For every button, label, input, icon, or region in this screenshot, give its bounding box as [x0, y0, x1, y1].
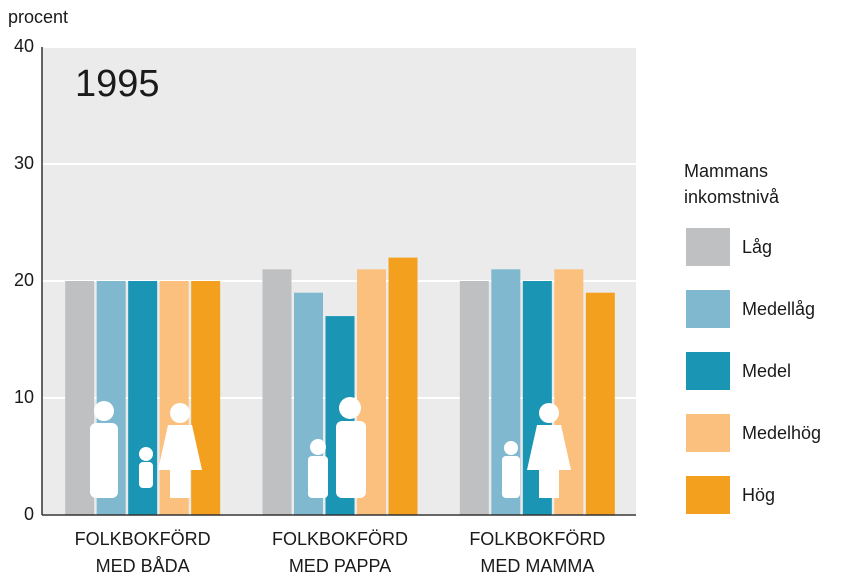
y-tick-label: 10 [14, 387, 34, 407]
legend-swatch [686, 290, 730, 328]
legend-label: Medelhög [742, 423, 821, 443]
y-tick-label: 0 [24, 504, 34, 524]
annotation: 1995 [75, 63, 160, 105]
y-tick-label: 20 [14, 270, 34, 290]
y-axis-label: procent [8, 7, 68, 27]
legend-label: Medellåg [742, 299, 815, 319]
bar [554, 269, 584, 515]
legend-swatch [686, 228, 730, 266]
x-tick-label: FOLKBOKFÖRD MED BÅDA [75, 529, 211, 576]
bar [65, 281, 95, 515]
y-tick-label: 30 [14, 153, 34, 173]
legend-title: Mammans inkomstnivå [684, 161, 780, 207]
legend-swatch [686, 352, 730, 390]
legend-label: Medel [742, 361, 791, 381]
bar [585, 292, 615, 515]
legend-swatch [686, 476, 730, 514]
legend-swatch [686, 414, 730, 452]
legend-label: Låg [742, 237, 772, 257]
family-icons [90, 397, 571, 498]
bar [191, 281, 221, 515]
bar [262, 269, 292, 515]
bar [459, 281, 489, 515]
bar [388, 257, 418, 515]
x-tick-label: FOLKBOKFÖRD MED PAPPA [272, 529, 408, 576]
y-tick-label: 40 [14, 36, 34, 56]
x-tick-label: FOLKBOKFÖRD MED MAMMA [469, 529, 605, 576]
legend-label: Hög [742, 485, 775, 505]
